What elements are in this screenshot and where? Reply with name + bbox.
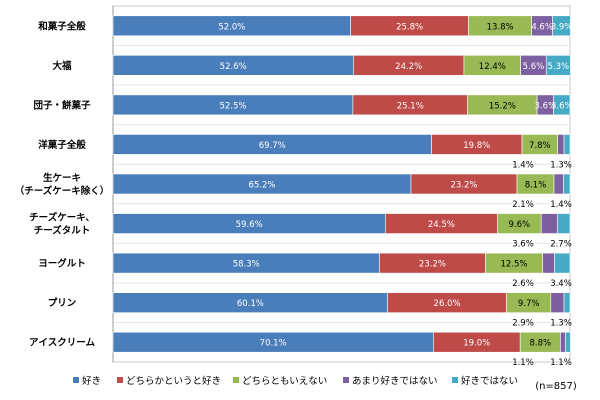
category-label-1: 和菓子全般 — [37, 20, 86, 32]
legend-swatch-3 — [233, 377, 239, 383]
value-label-5-row-3: 3.6% — [551, 101, 573, 111]
bar-segment-5-row-3 — [553, 94, 571, 116]
value-label-3-row-5: 8.1% — [525, 181, 547, 191]
value-label-3-row-1: 13.8% — [487, 22, 514, 32]
bar-segment-5-row-7 — [554, 252, 571, 274]
value-label-4-row-3: 3.6% — [535, 101, 557, 111]
value-label-1-row-4: 69.7% — [259, 141, 286, 151]
bar-segment-4-row-7 — [542, 252, 555, 274]
legend-label-2: どちらかというと好き — [126, 375, 221, 387]
value-label-1-row-8: 60.1% — [237, 299, 264, 309]
category-label-line: プリン — [48, 297, 77, 309]
bar-segment-4-row-8 — [550, 292, 565, 313]
category-label-6: チーズケーキ、チーズタルト — [29, 212, 95, 237]
value-label-5-row-5: 1.4% — [550, 200, 572, 210]
value-label-4-row-8: 2.9% — [512, 319, 534, 329]
bar-segment-4-row-4 — [557, 134, 565, 155]
category-label-line: チーズケーキ、 — [29, 212, 95, 224]
bar-segment-4-row-9 — [560, 331, 566, 353]
value-label-2-row-1: 25.8% — [396, 22, 423, 32]
value-label-1-row-5: 65.2% — [248, 181, 275, 191]
value-label-5-row-2: 5.3% — [548, 62, 570, 72]
category-label-line: 大福 — [52, 60, 72, 72]
value-labels: 52.0% 25.8% 13.8% 4.6%3.9% 52.6% 24.2% 12.4% 5.… — [218, 22, 572, 368]
value-label-1-row-1: 52.0% — [218, 22, 245, 32]
value-label-1-row-2: 52.6% — [220, 62, 247, 72]
legend-swatch-1 — [73, 377, 79, 383]
category-label-line: アイスクリーム — [29, 338, 95, 349]
value-label-3-row-2: 12.4% — [479, 62, 506, 72]
value-label-5-row-6: 2.7% — [550, 240, 572, 250]
bar-segment-5-row-2 — [545, 55, 571, 76]
value-label-1-row-9: 70.1% — [260, 339, 287, 349]
legend-label-1: 好き — [82, 375, 101, 387]
bar-segment-5-row-4 — [563, 134, 571, 155]
value-label-3-row-6: 9.6% — [508, 220, 530, 230]
value-label-4-row-9: 1.1% — [512, 358, 534, 368]
value-label-2-row-8: 26.0% — [434, 299, 461, 309]
category-label-4: 洋菓子全般 — [38, 139, 86, 151]
value-label-4-row-2: 5.6% — [523, 62, 545, 72]
value-label-1-row-3: 52.5% — [219, 101, 246, 111]
legend-label-4: あまり好きではない — [352, 375, 438, 387]
value-label-4-row-7: 2.6% — [512, 279, 534, 289]
bar-segment-5-row-6 — [557, 213, 571, 234]
category-label-line: 洋菓子全般 — [38, 139, 86, 151]
legend-label-5: 好きではない — [461, 375, 518, 387]
value-label-3-row-8: 9.7% — [518, 299, 540, 309]
value-label-3-row-9: 8.8% — [529, 339, 551, 349]
category-label-line: 団子・餅菓子 — [33, 99, 91, 111]
value-label-4-row-6: 3.6% — [512, 240, 534, 250]
category-label-line: チーズタルト — [34, 225, 91, 237]
category-label-5: 生ケーキ（チーズケーキ除く） — [15, 172, 110, 197]
value-label-5-row-8: 1.3% — [550, 319, 572, 329]
legend-label-3: どちらともいえない — [242, 376, 327, 387]
legend-swatch-4 — [343, 377, 349, 383]
value-label-2-row-5: 23.2% — [450, 181, 477, 191]
value-label-5-row-4: 1.3% — [550, 160, 572, 170]
value-label-5-row-7: 3.4% — [550, 279, 572, 289]
legend-swatch-5 — [452, 377, 458, 383]
category-label-line: ヨーグルト — [38, 258, 86, 270]
category-label-7: ヨーグルト — [38, 258, 86, 270]
legend: 好き どちらかというと好き どちらともいえない あまり好きではない 好きではない — [73, 375, 518, 387]
sample-size-note: (n=857) — [535, 381, 577, 392]
category-label-9: アイスクリーム — [29, 338, 95, 349]
value-label-5-row-1: 3.9% — [551, 22, 573, 32]
value-label-4-row-1: 4.6% — [531, 22, 553, 32]
value-label-2-row-9: 19.0% — [463, 339, 490, 349]
value-label-2-row-4: 19.8% — [463, 141, 490, 151]
value-label-2-row-7: 23.2% — [419, 260, 446, 270]
bars — [112, 15, 571, 353]
category-label-2: 大福 — [52, 60, 72, 72]
value-label-1-row-7: 58.3% — [233, 260, 260, 270]
value-label-2-row-3: 25.1% — [397, 101, 424, 111]
legend-swatch-2 — [117, 377, 123, 383]
category-label-8: プリン — [48, 297, 77, 309]
bar-segment-5-row-8 — [563, 292, 571, 313]
value-label-3-row-4: 7.8% — [529, 141, 551, 151]
value-label-5-row-9: 1.1% — [550, 358, 572, 368]
bar-segment-4-row-6 — [540, 213, 558, 234]
bar-segment-4-row-5 — [553, 173, 564, 195]
category-label-3: 団子・餅菓子 — [33, 99, 91, 111]
value-label-4-row-5: 2.1% — [512, 200, 534, 210]
value-label-2-row-6: 24.5% — [428, 220, 455, 230]
value-label-1-row-6: 59.6% — [236, 220, 263, 230]
category-label-line: 和菓子全般 — [37, 20, 86, 32]
value-label-2-row-2: 24.2% — [395, 62, 422, 72]
bar-segment-5-row-1 — [552, 15, 571, 37]
value-label-3-row-7: 12.5% — [501, 260, 528, 270]
category-label-line: （チーズケーキ除く） — [15, 185, 110, 197]
bar-segment-5-row-5 — [563, 173, 571, 195]
category-label-line: 生ケーキ — [43, 172, 81, 184]
value-label-3-row-3: 15.2% — [489, 101, 516, 111]
bar-segment-5-row-9 — [565, 331, 571, 353]
value-label-4-row-4: 1.4% — [512, 160, 534, 170]
